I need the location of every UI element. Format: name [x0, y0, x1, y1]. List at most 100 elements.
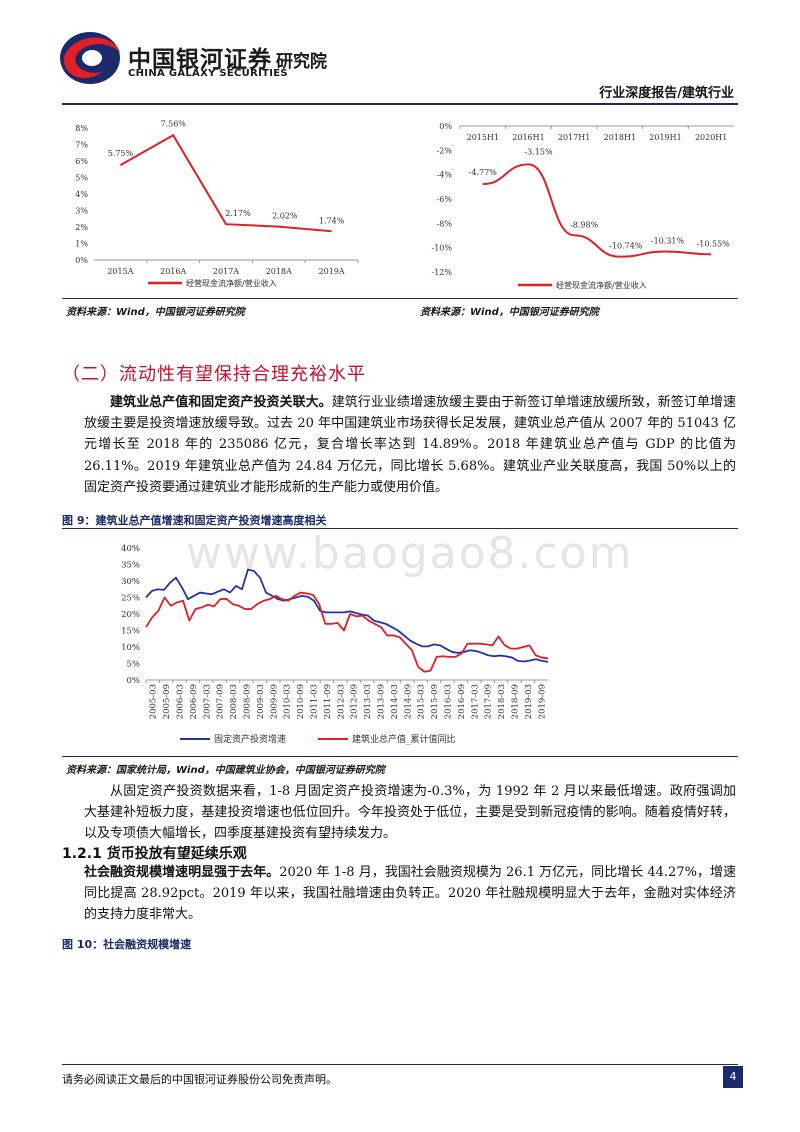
chart-rule: [62, 298, 738, 299]
y-tick-label: -2%: [437, 146, 453, 155]
x-tick-label: 2018H1: [604, 133, 636, 142]
data-label: -10.31%: [651, 236, 685, 245]
data-label: 2.02%: [272, 212, 298, 221]
series-line-construction-output: [145, 591, 549, 673]
figure-9-chart: 40% 35% 30% 25% 20% 15% 10% 5% 0% 2005-03 2005-09 2…: [121, 544, 549, 745]
x-tick-label: 2008-09: [243, 684, 253, 719]
y-tick-label: 0%: [75, 256, 88, 265]
y-tick-label: 25%: [121, 594, 140, 604]
x-tick-label: 2018A: [266, 267, 292, 276]
y-tick-label: -12%: [432, 268, 453, 277]
paragraph-2: 从固定资产投资数据来看，1-8 月固定资产投资增速为-0.3%，为 1992 年…: [84, 784, 736, 842]
x-tick-label: 2009-09: [269, 684, 279, 719]
watermark: www.baogao8.com: [186, 528, 634, 579]
footer-rule: [62, 1064, 738, 1065]
x-tick-label: 2016-03: [444, 684, 454, 719]
x-tick-label: 2014-03: [390, 684, 400, 719]
x-tick-label: 2020H1: [695, 133, 727, 142]
subsection-title: 1.2.1 货币投放有望延续乐观: [62, 846, 247, 862]
figure-9-title: 图 9：建筑业总产值增速和固定资产投资增速高度相关: [62, 514, 327, 527]
paragraph-3-lead: 社会融资规模增速明显强于去年。: [84, 865, 280, 880]
figure-10-title: 图 10：社会融资规模增速: [62, 938, 192, 951]
x-tick-label: 2017-03: [470, 684, 480, 719]
source-left: 资料来源：Wind，中国银河证券研究院: [66, 307, 245, 318]
x-tick-label: 2015-09: [430, 684, 440, 719]
y-tick-label: 35%: [121, 561, 140, 571]
x-tick-label: 2009-03: [256, 684, 266, 719]
x-tick-label: 2008-03: [229, 684, 239, 719]
x-tick-label: 2014-09: [403, 684, 413, 719]
x-tick-label: 2010-03: [283, 684, 293, 719]
source-right: 资料来源：Wind，中国银河证券研究院: [420, 307, 599, 318]
chart-right-cashflow-h1: 0% -2% -4% -6% -8% -10% -12% 2015H1 2016H1 2017H1…: [432, 122, 734, 290]
x-tick-label: 2017H1: [558, 133, 590, 142]
legend-label-construction-output: 建筑业总产值_累计值同比: [352, 733, 456, 745]
x-tick-label: 2017A: [213, 267, 239, 276]
series-line: [119, 133, 332, 233]
x-tick-label: 2011-03: [310, 684, 320, 719]
paragraph-1: 建筑业总产值和固定资产投资关联大。建筑行业业绩增速放缓主要由于新签订单增速放缓所…: [84, 392, 736, 498]
top-charts: 8% 7% 6% 5% 4% 3% 2% 1% 0% 2015A 2016A 2017A 2018A 20…: [75, 119, 734, 290]
page-number: 4: [723, 1066, 743, 1088]
x-tick-label: 2006-03: [176, 684, 186, 719]
y-tick-label: -8%: [437, 219, 453, 228]
y-tick-label: 6%: [75, 157, 88, 166]
footer-disclaimer: 请务必阅读正文最后的中国银河证券股份公司免责声明。: [62, 1073, 337, 1086]
figure-9-rule: [62, 528, 738, 529]
brand-name-en: CHINA GALAXY SECURITIES: [128, 68, 288, 79]
data-label: 5.75%: [108, 149, 134, 158]
data-label: -4.77%: [469, 168, 498, 177]
y-tick-label: 0%: [127, 676, 141, 686]
data-label: 1.74%: [319, 216, 345, 225]
chart-left-cashflow: 8% 7% 6% 5% 4% 3% 2% 1% 0% 2015A 2016A 2017A 2018A 20…: [75, 119, 359, 288]
data-label: 2.17%: [225, 209, 251, 218]
chart-investment-vs-output: 40% 35% 30% 25% 20% 15% 10% 5% 0% 2005-03 2005-09 2…: [121, 544, 549, 745]
data-label: -8.98%: [570, 220, 599, 229]
data-label: 7.56%: [160, 119, 186, 128]
data-label: -10.55%: [697, 239, 731, 248]
report-type: 行业深度报告/建筑行业: [599, 86, 734, 101]
y-tick-label: 8%: [75, 124, 88, 133]
paragraph-1-body: 建筑行业业绩增速放缓主要由于新签订单增速放缓所致，新签订单增速放缓主要是投资增速…: [84, 395, 736, 495]
y-tick-label: 40%: [121, 544, 140, 554]
series-line: [482, 163, 712, 258]
data-label: -3.15%: [524, 147, 553, 156]
legend-label: 经营现金流净额/营业收入: [186, 278, 277, 288]
y-tick-label: -6%: [437, 195, 453, 204]
x-tick-label: 2018-03: [497, 684, 507, 719]
paragraph-3: 社会融资规模增速明显强于去年。2020 年 1-8 月，我国社会融资规模为 26…: [84, 862, 736, 926]
y-tick-label: 7%: [75, 141, 88, 150]
x-tick-label: 2010-09: [296, 684, 306, 719]
section-title: （二）流动性有望保持合理充裕水平: [62, 364, 366, 385]
x-tick-label: 2015H1: [467, 133, 499, 142]
x-tick-label: 2016A: [160, 267, 186, 276]
y-tick-label: 30%: [121, 577, 140, 587]
y-tick-label: 15%: [121, 627, 140, 637]
brand-name-cn: 中国银河证券: [128, 47, 272, 73]
logo: [56, 26, 356, 90]
x-tick-label: 2006-09: [189, 684, 199, 719]
x-tick-label: 2007-09: [216, 684, 226, 719]
y-tick-label: 1%: [75, 240, 88, 249]
x-tick-label: 2019A: [319, 267, 345, 276]
y-tick-label: 5%: [75, 174, 88, 183]
x-tick-label: 2011-09: [323, 684, 333, 719]
x-tick-label: 2018-09: [511, 684, 521, 719]
x-tick-label: 2016-09: [457, 684, 467, 719]
figure-9-bottom-rule: [62, 756, 738, 757]
y-tick-label: 20%: [121, 610, 140, 620]
x-tick-label: 2015A: [107, 267, 133, 276]
y-tick-label: 0%: [439, 122, 452, 131]
data-label: -10.74%: [609, 242, 643, 251]
y-tick-label: 5%: [127, 660, 141, 670]
x-tick-label: 2007-03: [202, 684, 212, 719]
x-tick-label: 2005-03: [149, 684, 159, 719]
header-rule: [62, 103, 738, 105]
y-tick-label: 10%: [121, 643, 140, 653]
legend-label: 经营现金流净额/营业收入: [556, 280, 647, 290]
x-tick-label: 2019H1: [649, 133, 681, 142]
x-tick-label: 2016H1: [512, 133, 544, 142]
source-figure-9: 资料来源：国家统计局，Wind，中国建筑业协会，中国银河证券研究院: [66, 765, 385, 776]
y-tick-label: -10%: [432, 244, 453, 253]
paragraph-1-lead: 建筑业总产值和固定资产投资关联大。: [110, 395, 332, 410]
